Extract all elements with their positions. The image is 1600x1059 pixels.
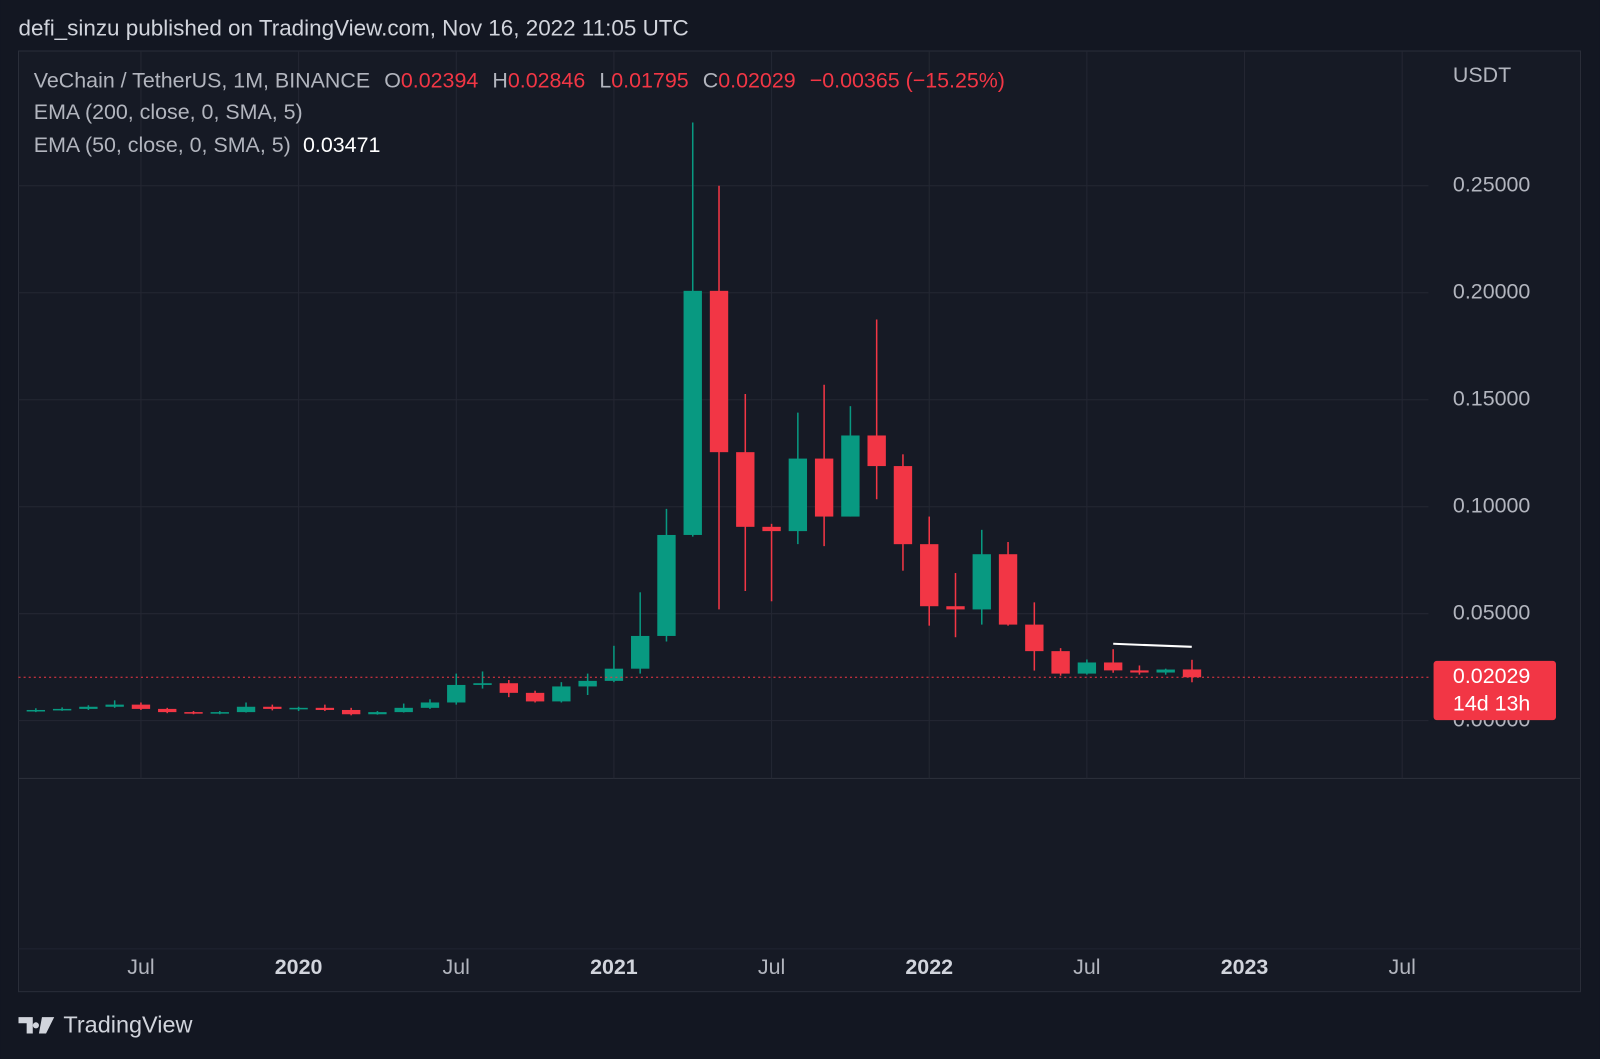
candle-body	[1182, 669, 1202, 678]
candle-body	[867, 435, 886, 467]
x-tick-label: Jul	[758, 955, 785, 979]
change: −0.00365 (−15.25%)	[810, 68, 1005, 92]
candle-body	[210, 712, 229, 714]
x-tick-label: 2022	[905, 955, 953, 979]
brand: TradingView	[63, 1012, 192, 1038]
ohlc-value: 0.02029	[718, 68, 795, 92]
x-tick-label: 2021	[590, 955, 638, 979]
candle-body	[920, 544, 939, 607]
legend: VeChain / TetherUS, 1M, BINANCE O0.02394…	[34, 68, 1005, 92]
trend-line	[1113, 642, 1192, 648]
candle-body	[52, 708, 72, 711]
x-tick-label: Jul	[1073, 955, 1100, 979]
candle-body	[709, 290, 729, 453]
candle-body	[972, 554, 991, 610]
candle-body	[499, 683, 518, 693]
candle-body	[341, 709, 361, 715]
price-tag-value: 0.02029	[1453, 664, 1530, 688]
candle-body	[841, 435, 860, 517]
y-axis-label: USDT	[1453, 63, 1511, 87]
ohlc-label: C	[703, 68, 718, 92]
ohlc-label: H	[492, 68, 507, 92]
candle-body	[420, 702, 440, 708]
candle-body	[814, 458, 834, 517]
price-tag-box	[1433, 660, 1556, 721]
indicator-value: 0.03471	[303, 133, 380, 157]
candle-body	[1051, 651, 1070, 674]
candle-body	[289, 707, 308, 710]
candle-body	[158, 708, 177, 713]
candle-body	[525, 692, 545, 702]
candle-body	[105, 704, 124, 707]
candle-body	[1025, 624, 1044, 652]
axes: 0.000000.050000.100000.150000.200000.250…	[127, 172, 1530, 978]
price-tag-countdown: 14d 13h	[1453, 691, 1530, 715]
indicator: EMA (50, close, 0, SMA, 5) 0.03471	[34, 133, 381, 157]
logo	[18, 1017, 55, 1034]
candles	[18, 122, 1429, 716]
candle-body	[578, 680, 597, 687]
logo-mark	[18, 1017, 55, 1034]
ohlc-value: 0.01795	[611, 68, 688, 92]
indicator: EMA (200, close, 0, SMA, 5)	[34, 100, 303, 124]
candle-body	[184, 712, 203, 714]
candle-body	[315, 707, 335, 710]
symbol: VeChain / TetherUS, 1M, BINANCE	[34, 68, 370, 92]
y-tick-label: 0.05000	[1453, 600, 1530, 624]
candle-body	[236, 706, 256, 713]
x-tick-label: 2023	[1221, 955, 1269, 979]
ohlc-value: 0.02394	[401, 68, 478, 92]
candle-body	[368, 712, 387, 715]
x-tick-label: Jul	[1388, 955, 1415, 979]
candle-body	[1103, 662, 1123, 671]
ohlc-label: L	[599, 68, 611, 92]
ohlc-label: O	[384, 68, 401, 92]
candle-body	[263, 706, 282, 709]
candle-body	[762, 526, 781, 532]
candle-body	[657, 534, 676, 636]
candle-body	[946, 606, 965, 610]
candle-body	[79, 706, 98, 709]
candle-body	[26, 709, 46, 712]
candle-body	[788, 458, 808, 532]
candle-body	[131, 704, 151, 709]
x-tick-label: Jul	[443, 955, 470, 979]
price-tag: 0.02029 14d 13h	[1433, 660, 1556, 721]
y-tick-label: 0.10000	[1453, 493, 1530, 517]
candle-body	[473, 683, 492, 685]
candle-body	[552, 686, 571, 702]
indicator-name: EMA (50, close, 0, SMA, 5)	[34, 133, 291, 157]
candle-body	[998, 554, 1018, 625]
x-tick-label: Jul	[127, 955, 154, 979]
candle-body	[631, 635, 650, 669]
ohlc-value: 0.02846	[508, 68, 585, 92]
candle-body	[1077, 662, 1097, 674]
y-tick-label: 0.15000	[1453, 386, 1530, 410]
candle-body	[736, 452, 755, 527]
y-tick-label: 0.25000	[1453, 172, 1530, 196]
candle-body	[604, 668, 624, 681]
candle-body	[447, 684, 466, 703]
candle-body	[1130, 670, 1149, 673]
y-tick-label: 0.20000	[1453, 279, 1530, 303]
x-tick-label: 2020	[275, 955, 323, 979]
candle-body	[893, 466, 913, 545]
candle-body	[1156, 669, 1175, 673]
publisher: defi_sinzu published on TradingView.com,…	[19, 16, 689, 41]
candle-body	[394, 707, 413, 713]
candle-body	[683, 290, 702, 535]
